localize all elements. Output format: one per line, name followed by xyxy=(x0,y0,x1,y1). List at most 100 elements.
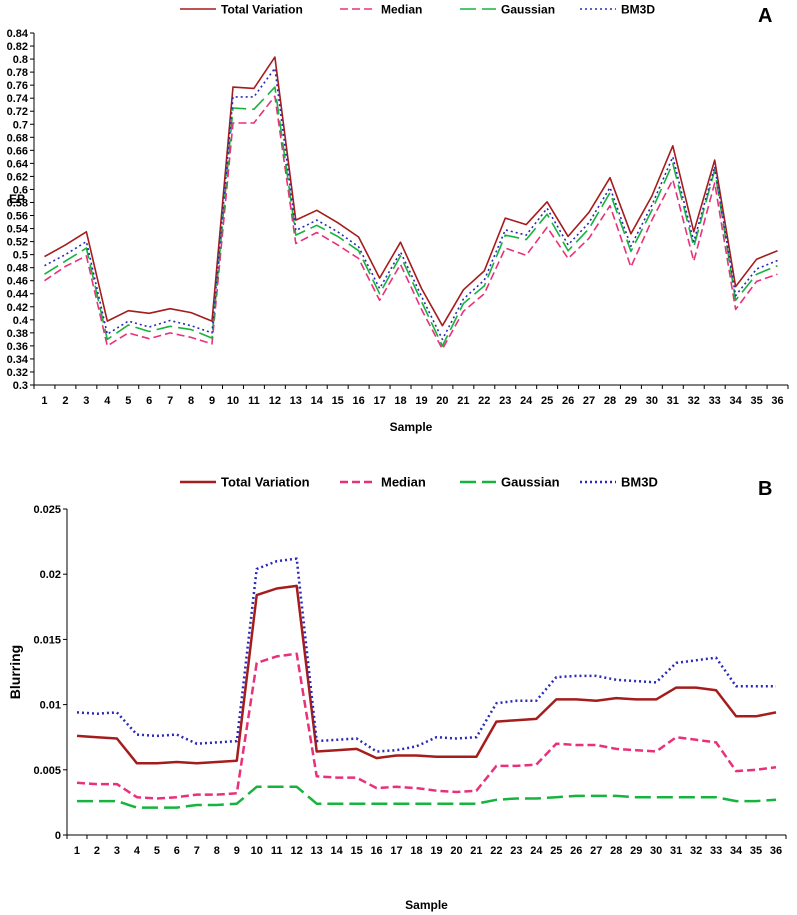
x-tick-label: 14 xyxy=(331,845,344,857)
x-tick-label: 12 xyxy=(291,845,303,857)
legend-label: BM3D xyxy=(621,3,655,17)
x-tick-label: 27 xyxy=(583,395,595,407)
x-tick-label: 13 xyxy=(290,395,302,407)
y-tick-label: 0.74 xyxy=(7,93,29,105)
y-tick-label: 0.42 xyxy=(7,302,28,314)
y-tick-label: 0.3 xyxy=(13,380,28,392)
y-axis-label: EP xyxy=(9,192,25,206)
y-tick-label: 0.54 xyxy=(7,224,29,236)
legend-label: Median xyxy=(381,475,426,490)
x-tick-label: 10 xyxy=(251,845,263,857)
x-tick-label: 11 xyxy=(271,845,283,857)
y-tick-label: 0.4 xyxy=(13,315,29,327)
x-tick-label: 33 xyxy=(710,845,722,857)
x-tick-label: 1 xyxy=(41,395,47,407)
x-tick-label: 8 xyxy=(214,845,220,857)
x-tick-label: 15 xyxy=(332,395,344,407)
y-tick-label: 0.32 xyxy=(7,367,28,379)
series-line-bm3d xyxy=(76,557,776,753)
x-tick-label: 27 xyxy=(590,845,602,857)
x-tick-label: 29 xyxy=(630,845,642,857)
x-axis-label: Sample xyxy=(405,898,448,912)
series-line-gaussian xyxy=(77,785,777,809)
x-tick-label: 29 xyxy=(625,395,637,407)
x-tick-label: 17 xyxy=(373,395,385,407)
y-tick-label: 0.01 xyxy=(40,700,61,712)
x-tick-label: 36 xyxy=(770,845,782,857)
x-tick-label: 33 xyxy=(709,395,721,407)
x-tick-label: 16 xyxy=(353,395,365,407)
y-tick-label: 0.58 xyxy=(7,197,28,209)
x-tick-label: 3 xyxy=(83,395,89,407)
x-tick-label: 18 xyxy=(394,395,406,407)
y-tick-label: 0.78 xyxy=(7,67,28,79)
x-tick-label: 23 xyxy=(499,395,511,407)
y-tick-label: 0.56 xyxy=(7,211,28,223)
series-line-bm3d xyxy=(44,67,778,341)
y-tick-label: 0.64 xyxy=(7,158,29,170)
x-tick-label: 24 xyxy=(520,395,533,407)
x-tick-label: 6 xyxy=(146,395,152,407)
x-tick-label: 26 xyxy=(570,845,582,857)
y-tick-label: 0.72 xyxy=(7,106,28,118)
legend-label: Total Variation xyxy=(221,3,303,17)
x-axis-label: Sample xyxy=(390,420,433,434)
x-tick-label: 21 xyxy=(457,395,469,407)
y-tick-label: 0.36 xyxy=(7,341,28,353)
y-tick-label: 0.5 xyxy=(13,250,28,262)
x-tick-label: 2 xyxy=(62,395,68,407)
y-tick-label: 0.38 xyxy=(7,328,28,340)
x-tick-label: 4 xyxy=(134,845,141,857)
y-tick-label: 0.44 xyxy=(7,289,29,301)
x-tick-label: 9 xyxy=(234,845,240,857)
x-tick-label: 17 xyxy=(390,845,402,857)
x-tick-label: 24 xyxy=(530,845,543,857)
x-tick-label: 25 xyxy=(550,845,562,857)
y-tick-label: 0.005 xyxy=(33,765,61,777)
x-tick-label: 2 xyxy=(94,845,100,857)
y-tick-label: 0.48 xyxy=(7,263,28,275)
x-tick-label: 5 xyxy=(125,395,131,407)
x-tick-label: 13 xyxy=(311,845,323,857)
y-axis-label: Blurring xyxy=(7,645,23,699)
legend-label: Total Variation xyxy=(221,475,310,490)
x-tick-label: 16 xyxy=(370,845,382,857)
x-tick-label: 34 xyxy=(730,845,743,857)
x-tick-label: 9 xyxy=(209,395,215,407)
x-tick-label: 21 xyxy=(470,845,482,857)
y-tick-label: 0.015 xyxy=(33,634,61,646)
x-tick-label: 28 xyxy=(610,845,622,857)
x-tick-label: 35 xyxy=(750,845,762,857)
series-line-median xyxy=(44,95,778,350)
x-tick-label: 4 xyxy=(104,395,111,407)
x-tick-label: 14 xyxy=(311,395,324,407)
y-tick-label: 0.02 xyxy=(40,569,61,581)
x-tick-label: 1 xyxy=(74,845,80,857)
x-tick-label: 10 xyxy=(227,395,239,407)
x-tick-label: 34 xyxy=(730,395,743,407)
y-tick-label: 0.7 xyxy=(13,119,28,131)
legend-label: Gaussian xyxy=(501,475,560,490)
x-tick-label: 3 xyxy=(114,845,120,857)
x-tick-label: 31 xyxy=(667,395,679,407)
y-tick-label: 0.025 xyxy=(33,504,61,516)
y-tick-label: 0.68 xyxy=(7,132,28,144)
x-tick-label: 7 xyxy=(167,395,173,407)
x-tick-label: 15 xyxy=(350,845,362,857)
x-tick-label: 30 xyxy=(646,395,658,407)
x-tick-label: 31 xyxy=(670,845,682,857)
x-tick-label: 11 xyxy=(248,395,260,407)
x-tick-label: 5 xyxy=(154,845,160,857)
x-tick-label: 6 xyxy=(174,845,180,857)
x-tick-label: 25 xyxy=(541,395,553,407)
x-tick-label: 8 xyxy=(188,395,194,407)
x-tick-label: 22 xyxy=(490,845,502,857)
y-tick-label: 0.62 xyxy=(7,171,28,183)
legend-label: Gaussian xyxy=(501,3,555,17)
y-tick-label: 0.82 xyxy=(7,41,28,53)
y-tick-label: 0.52 xyxy=(7,237,28,249)
y-tick-label: 0.34 xyxy=(7,354,29,366)
y-tick-label: 0.46 xyxy=(7,276,28,288)
